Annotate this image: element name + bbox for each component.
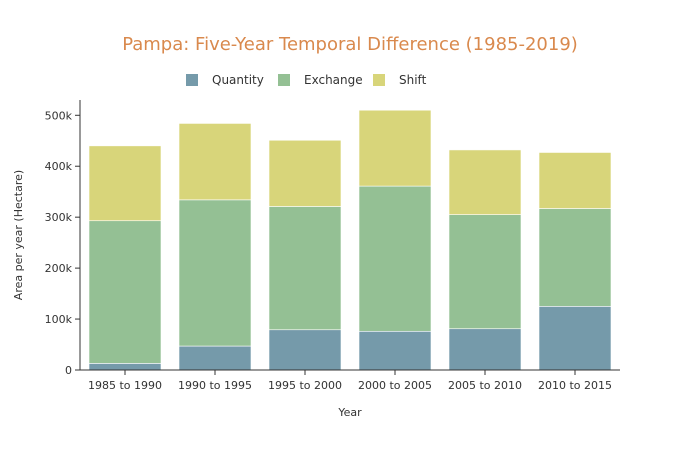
bar-quantity-4	[448, 328, 522, 371]
bar-exchange-5	[538, 208, 612, 307]
bar-shift-2	[268, 139, 342, 207]
y-tick-label: 500k	[45, 109, 73, 122]
y-tick-label: 400k	[45, 160, 73, 173]
bar-shift-0	[88, 145, 162, 222]
bar-exchange-4	[448, 214, 522, 330]
legend-label-quantity: Quantity	[212, 73, 264, 87]
x-tick-label: 2000 to 2005	[358, 379, 432, 392]
x-axis: 1985 to 1990 1990 to 1995 1995 to 2000 2000…	[80, 369, 620, 392]
legend-label-shift: Shift	[399, 73, 427, 87]
y-tick-label: 0	[65, 364, 72, 377]
bar-exchange-1	[178, 199, 252, 347]
y-tick-label: 200k	[45, 262, 73, 275]
y-axis: 0 100k 200k 300k 400k 500k	[45, 100, 81, 377]
bar-quantity-0	[88, 363, 162, 371]
bar-quantity-3	[358, 330, 432, 371]
bar-shift-3	[358, 109, 432, 187]
legend-swatch-quantity	[186, 74, 198, 86]
bar-quantity-5	[538, 306, 612, 371]
bar-quantity-2	[268, 329, 342, 371]
bar-exchange-0	[88, 220, 162, 364]
legend: Quantity Exchange Shift	[186, 73, 427, 87]
x-tick-label: 2010 to 2015	[538, 379, 612, 392]
y-tick-label: 100k	[45, 313, 73, 326]
chart-title: Pampa: Five-Year Temporal Difference (19…	[122, 34, 578, 55]
legend-swatch-shift	[373, 74, 385, 86]
y-axis-title: Area per year (Hectare)	[12, 170, 25, 300]
bar-exchange-3	[358, 185, 432, 332]
bar-quantity-1	[178, 345, 252, 371]
bars	[88, 109, 612, 371]
bar-exchange-2	[268, 206, 342, 331]
legend-label-exchange: Exchange	[304, 73, 363, 87]
bar-shift-5	[538, 152, 612, 209]
x-tick-label: 1990 to 1995	[178, 379, 252, 392]
x-axis-title: Year	[337, 406, 362, 419]
y-tick-label: 300k	[45, 211, 73, 224]
x-tick-label: 2005 to 2010	[448, 379, 522, 392]
x-tick-label: 1985 to 1990	[88, 379, 162, 392]
bar-shift-1	[178, 123, 252, 201]
legend-swatch-exchange	[278, 74, 290, 86]
bar-shift-4	[448, 149, 522, 215]
x-tick-label: 1995 to 2000	[268, 379, 342, 392]
